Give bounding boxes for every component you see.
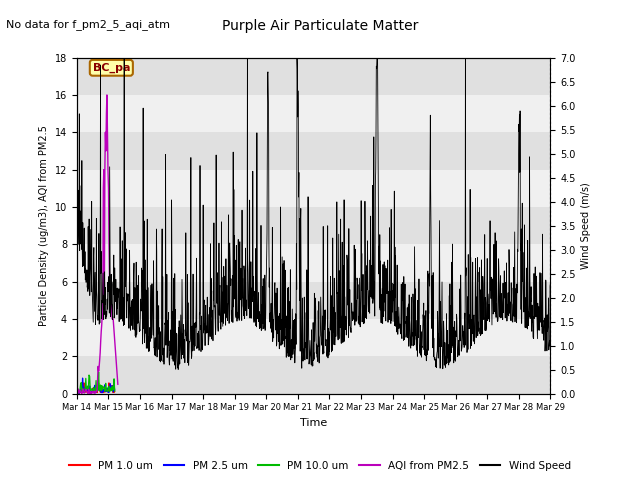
Bar [77, 207, 550, 244]
Bar [77, 356, 550, 394]
Text: No data for f_pm2_5_aqi_atm: No data for f_pm2_5_aqi_atm [6, 19, 170, 30]
Y-axis label: Wind Speed (m/s): Wind Speed (m/s) [581, 182, 591, 269]
Bar [77, 319, 550, 356]
Bar [77, 132, 550, 169]
Bar [77, 244, 550, 282]
Y-axis label: Particle Density (ug/m3), AQI from PM2.5: Particle Density (ug/m3), AQI from PM2.5 [39, 125, 49, 326]
Text: Purple Air Particulate Matter: Purple Air Particulate Matter [222, 19, 418, 33]
Bar [77, 95, 550, 132]
Legend: PM 1.0 um, PM 2.5 um, PM 10.0 um, AQI from PM2.5, Wind Speed: PM 1.0 um, PM 2.5 um, PM 10.0 um, AQI fr… [65, 456, 575, 475]
Text: BC_pa: BC_pa [93, 63, 130, 73]
Bar [77, 58, 550, 95]
Bar [77, 282, 550, 319]
X-axis label: Time: Time [300, 418, 327, 428]
Bar [77, 169, 550, 207]
